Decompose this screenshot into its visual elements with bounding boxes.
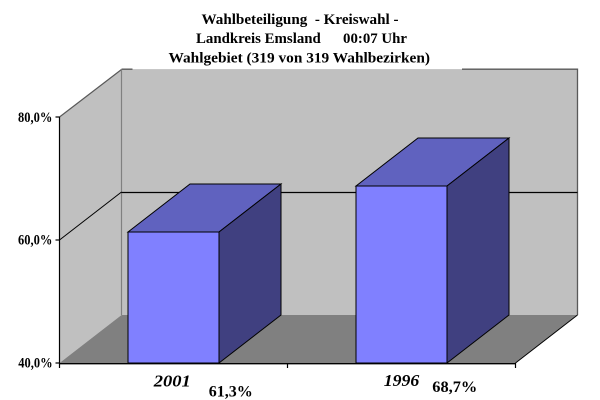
svg-text:40,0%: 40,0% (18, 355, 52, 371)
svg-text:60,0%: 60,0% (18, 233, 52, 249)
svg-text:Landkreis Emsland 00:07 U: Landkreis Emsland 00:07 Uhr (196, 31, 407, 47)
svg-text:Wahlbeteiligung - Kreiswahl -: Wahlbeteiligung - Kreiswahl - (202, 12, 399, 28)
svg-text:Wahlgebiet (319 von 319 Wahlbe: Wahlgebiet (319 von 319 Wahlbezirken) (169, 50, 431, 66)
svg-text:68,7%: 68,7% (432, 379, 477, 396)
svg-text:61,3%: 61,3% (209, 383, 253, 400)
svg-text:2001: 2001 (153, 371, 191, 390)
svg-text:80,0%: 80,0% (18, 110, 52, 126)
svg-text:1996: 1996 (384, 371, 420, 390)
